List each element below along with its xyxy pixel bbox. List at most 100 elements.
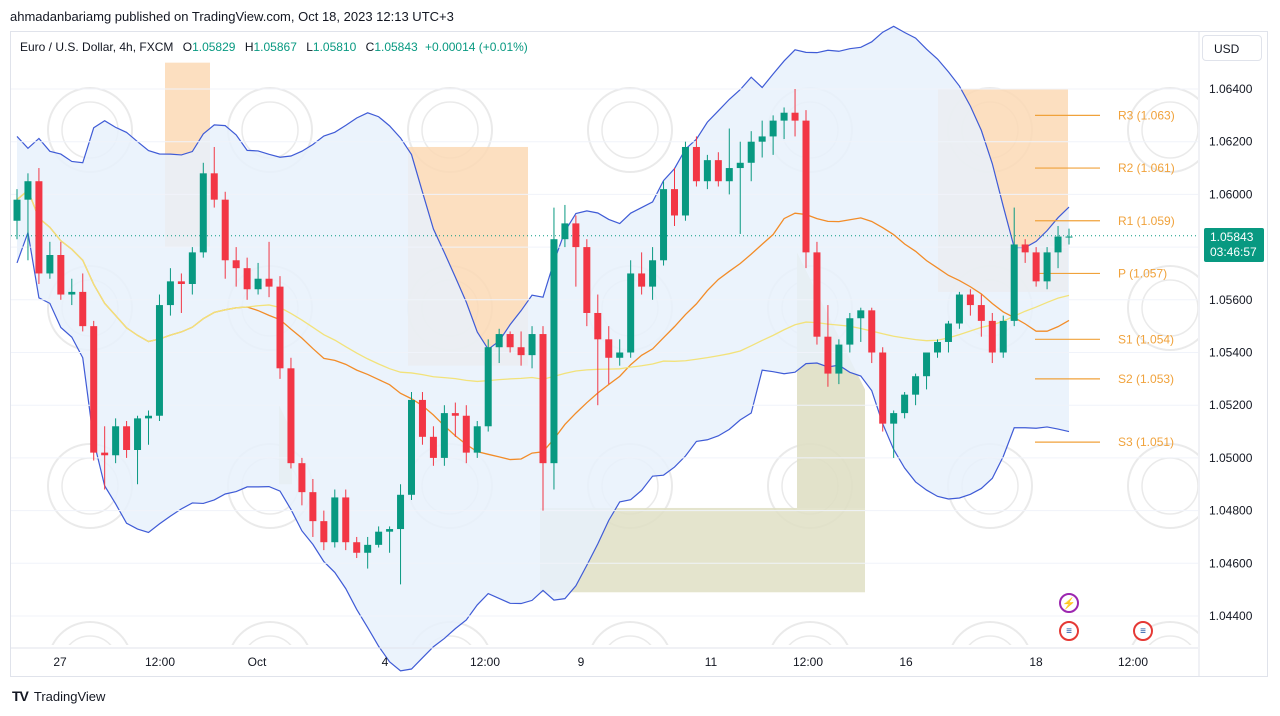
candle-body[interactable]: [199, 173, 207, 253]
candle-body[interactable]: [57, 255, 65, 295]
candle-body[interactable]: [901, 394, 909, 414]
candle-body[interactable]: [550, 239, 558, 464]
candle-body[interactable]: [210, 173, 218, 200]
lightning-bolt-icon[interactable]: ⚡: [1059, 593, 1079, 613]
candle-body[interactable]: [473, 426, 481, 453]
candle-body[interactable]: [780, 112, 788, 121]
candle-body[interactable]: [68, 291, 76, 295]
candle-body[interactable]: [813, 252, 821, 337]
candle-body[interactable]: [890, 413, 898, 424]
candle-body[interactable]: [112, 426, 120, 456]
candle-body[interactable]: [791, 112, 799, 121]
candle-body[interactable]: [418, 399, 426, 437]
candle-body[interactable]: [276, 286, 284, 369]
candle-body[interactable]: [1010, 244, 1018, 321]
us-flag-icon[interactable]: ≡: [1059, 621, 1079, 641]
candle-body[interactable]: [835, 344, 843, 374]
candle-body[interactable]: [101, 452, 109, 456]
candle-body[interactable]: [265, 278, 273, 287]
candle-body[interactable]: [528, 334, 536, 356]
us-flag-icon[interactable]: ≡: [1133, 621, 1153, 641]
candle-body[interactable]: [769, 120, 777, 137]
candle-body[interactable]: [977, 305, 985, 321]
candle-body[interactable]: [583, 247, 591, 313]
candle-body[interactable]: [451, 413, 459, 416]
candle-body[interactable]: [1065, 236, 1073, 238]
candle-body[interactable]: [243, 268, 251, 290]
candle-body[interactable]: [692, 146, 700, 182]
candle-body[interactable]: [594, 312, 602, 340]
candle-body[interactable]: [145, 415, 152, 419]
candle-body[interactable]: [309, 492, 317, 522]
candle-body[interactable]: [177, 281, 185, 284]
candle-body[interactable]: [857, 310, 865, 319]
candle-body[interactable]: [517, 347, 525, 356]
candle-body[interactable]: [660, 189, 668, 261]
candle-body[interactable]: [681, 146, 689, 216]
candle-body[interactable]: [944, 323, 952, 342]
candle-body[interactable]: [1043, 252, 1051, 282]
candle-body[interactable]: [353, 542, 361, 553]
candle-body[interactable]: [879, 352, 887, 424]
candle-body[interactable]: [561, 223, 569, 240]
candle-body[interactable]: [24, 181, 32, 200]
candle-body[interactable]: [736, 162, 744, 169]
candle-body[interactable]: [846, 318, 854, 345]
candle-body[interactable]: [627, 273, 635, 353]
candle-body[interactable]: [79, 291, 87, 327]
candle-body[interactable]: [13, 199, 21, 221]
candle-body[interactable]: [605, 339, 613, 358]
candle-body[interactable]: [923, 352, 931, 377]
candle-body[interactable]: [912, 376, 920, 395]
candle-body[interactable]: [232, 260, 240, 269]
candle-body[interactable]: [1032, 252, 1040, 282]
candle-body[interactable]: [955, 294, 963, 324]
candle-body[interactable]: [364, 544, 372, 553]
candle-body[interactable]: [397, 494, 405, 530]
candle-body[interactable]: [747, 141, 755, 163]
candle-body[interactable]: [155, 305, 163, 416]
candle-body[interactable]: [671, 189, 678, 216]
candle-body[interactable]: [188, 252, 196, 284]
candle-body[interactable]: [703, 160, 711, 182]
candle-body[interactable]: [440, 413, 448, 458]
candle-body[interactable]: [484, 347, 492, 427]
currency-button[interactable]: USD: [1202, 35, 1262, 61]
candle-body[interactable]: [539, 334, 547, 464]
candle-body[interactable]: [868, 310, 876, 353]
candle-body[interactable]: [35, 181, 43, 274]
candle-body[interactable]: [758, 136, 766, 142]
candle-body[interactable]: [298, 463, 306, 493]
candle-body[interactable]: [638, 273, 646, 287]
candle-body[interactable]: [714, 160, 722, 182]
candle-body[interactable]: [824, 336, 832, 374]
candle-body[interactable]: [46, 255, 54, 274]
candle-body[interactable]: [506, 334, 514, 348]
candle-body[interactable]: [725, 168, 733, 182]
tradingview-logo-icon[interactable]: TV: [12, 688, 29, 704]
candle-body[interactable]: [386, 529, 394, 532]
candle-body[interactable]: [254, 278, 262, 290]
candle-body[interactable]: [462, 415, 470, 453]
candle-body[interactable]: [495, 334, 503, 348]
candle-body[interactable]: [221, 199, 229, 261]
candle-body[interactable]: [375, 531, 383, 545]
candle-body[interactable]: [966, 294, 974, 306]
candle-body[interactable]: [1021, 244, 1029, 253]
symbol-name[interactable]: Euro / U.S. Dollar, 4h, FXCM: [20, 40, 174, 54]
candle-body[interactable]: [649, 260, 657, 287]
candle-body[interactable]: [287, 368, 295, 464]
candle-body[interactable]: [572, 223, 580, 248]
candle-body[interactable]: [616, 352, 624, 358]
candle-body[interactable]: [331, 497, 339, 543]
candle-body[interactable]: [1054, 236, 1062, 253]
candle-body[interactable]: [123, 426, 131, 450]
candle-body[interactable]: [999, 320, 1007, 353]
candle-body[interactable]: [134, 418, 142, 450]
candle-body[interactable]: [988, 320, 996, 353]
candle-body[interactable]: [166, 281, 174, 306]
candle-body[interactable]: [320, 521, 328, 543]
candle-body[interactable]: [408, 399, 415, 495]
candle-body[interactable]: [342, 497, 350, 543]
